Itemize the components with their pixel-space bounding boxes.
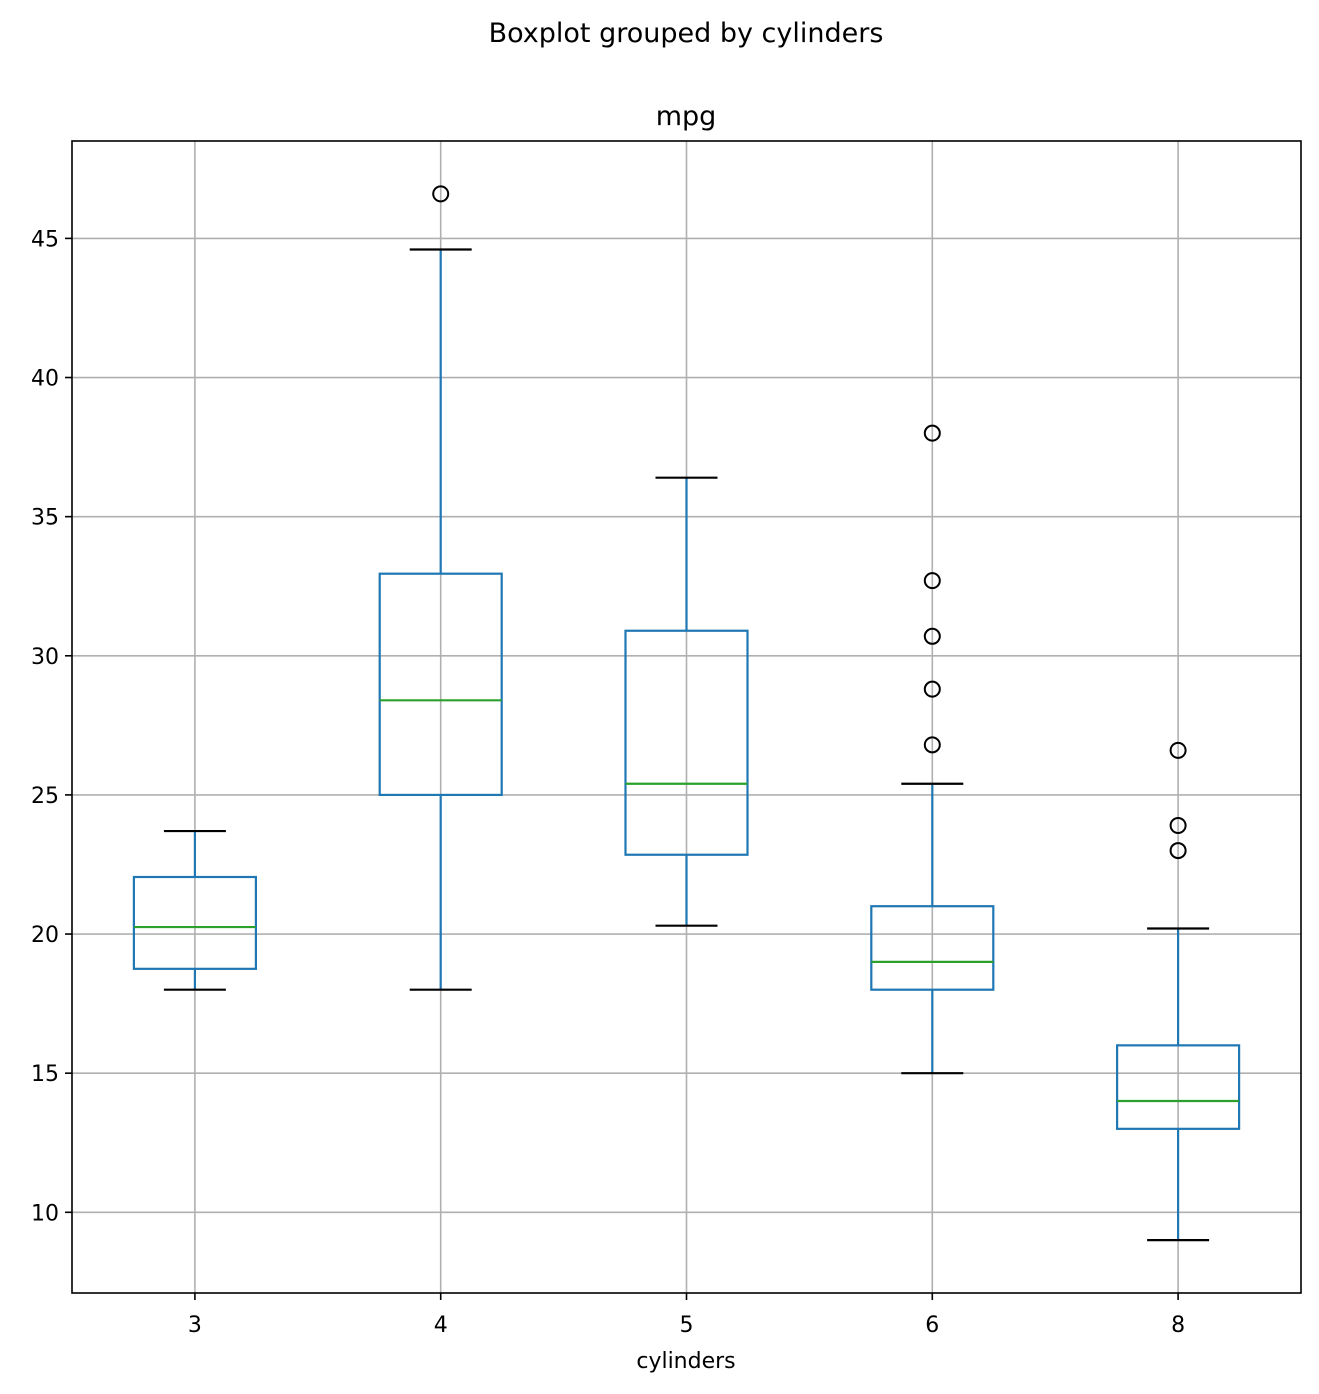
box-group-6 [870,782,995,1075]
y-tick-label-45: 45 [31,227,59,252]
box-group-5 [624,476,749,927]
box-group-8 [1115,927,1241,1242]
y-axis-ticks: 10 15 20 25 30 35 40 45 [31,227,72,1226]
box-group-4 [378,248,503,991]
box-group-3 [132,829,257,991]
flier-point-6-4 [923,424,941,442]
x-axis-label: cylinders [636,1349,735,1374]
fliers-layer [432,185,1187,860]
flier-point-8-2 [1169,741,1187,759]
flier-point-6-3 [923,572,941,590]
flier-point-6-0 [923,736,941,754]
x-tick-label-6: 6 [925,1313,939,1338]
axes-title: mpg [656,101,717,132]
flier-point-6-1 [923,680,941,698]
box-8 [1115,1044,1241,1130]
y-tick-label-25: 25 [31,784,59,809]
flier-point-4-0 [432,185,450,203]
y-tick-label-15: 15 [31,1062,59,1087]
box-4 [378,572,503,797]
boxes-layer [132,248,1241,1242]
y-tick-label-10: 10 [31,1201,59,1226]
y-tick-label-20: 20 [31,923,59,948]
flier-point-8-0 [1169,842,1187,860]
flier-point-8-1 [1169,817,1187,835]
x-axis-ticks: 3 4 5 6 8 [188,1293,1185,1338]
x-tick-label-3: 3 [188,1313,202,1338]
x-tick-label-8: 8 [1171,1313,1185,1338]
figure-suptitle: Boxplot grouped by cylinders [489,18,884,49]
box-3 [132,875,257,970]
y-tick-label-40: 40 [31,367,59,392]
box-6 [870,905,995,991]
y-tick-label-35: 35 [31,506,59,531]
y-tick-label-30: 30 [31,645,59,670]
x-tick-label-4: 4 [434,1313,448,1338]
x-tick-label-5: 5 [680,1313,694,1338]
flier-point-6-2 [923,627,941,645]
box-5 [624,629,749,856]
